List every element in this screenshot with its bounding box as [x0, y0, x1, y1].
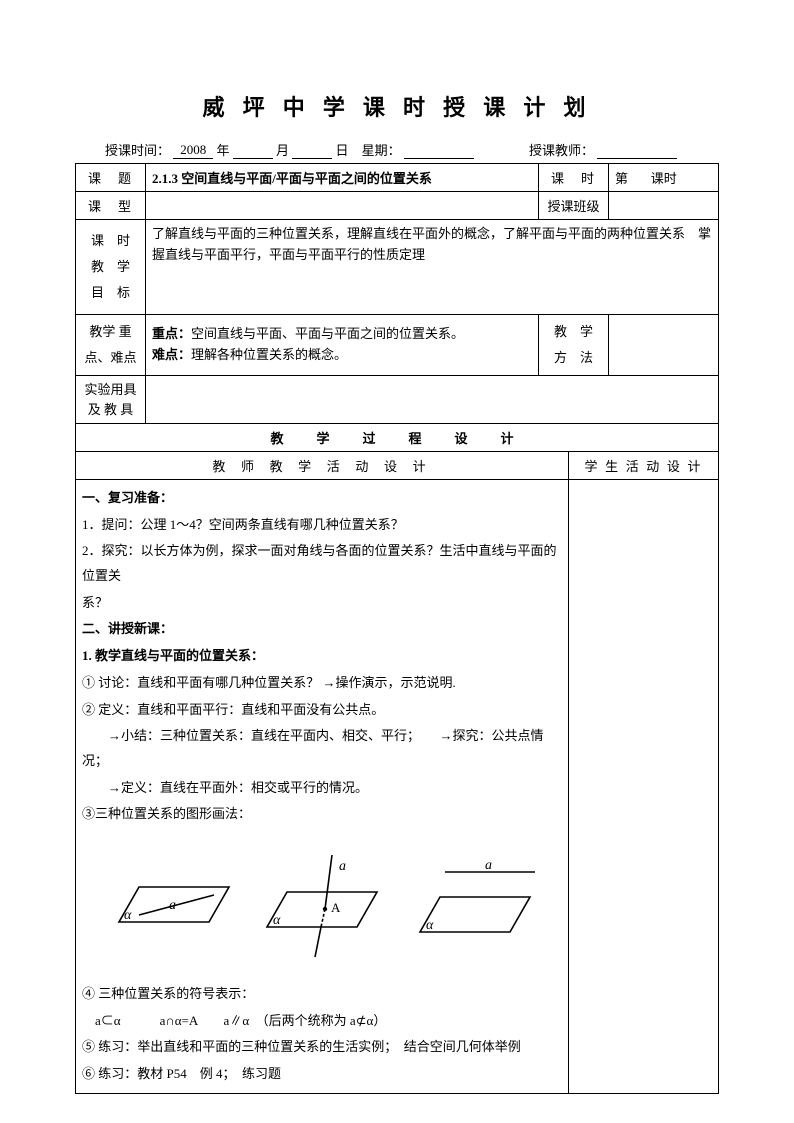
period-label: 课 时: [539, 164, 609, 192]
class-value: [609, 192, 719, 220]
year-suffix: 年: [217, 143, 230, 158]
month-blank: [233, 158, 273, 159]
diagram-line-intersect-plane: a A α: [247, 852, 397, 962]
row-keypoints: 教学 重 点、难点 重点：空间直线与平面、平面与平面之间的位置关系。 难点：理解…: [76, 315, 719, 376]
weekday-label: 星期：: [362, 143, 401, 158]
s2-l1: ① 讨论：直线和平面有哪几种位置关系？ →操作演示，示范说明.: [82, 671, 562, 696]
teacher-header: 教 师 教 学 活 动 设 计: [76, 452, 569, 480]
process-table: 教 师 教 学 活 动 设 计 学 生 活 动 设 计 一、复习准备： 1．提问…: [75, 452, 719, 1094]
keypoint-label: 教学 重 点、难点: [76, 315, 146, 376]
process-header: 教 学 过 程 设 计: [76, 424, 719, 452]
s2-title: 二、讲授新课：: [82, 617, 562, 642]
teacher-content: 一、复习准备： 1．提问：公理 1～4？空间两条直线有哪几种位置关系？ 2．探究…: [76, 480, 569, 1094]
day-suffix: 日: [336, 143, 349, 158]
svg-text:a: a: [339, 859, 346, 874]
s2-l3: →小结：三种位置关系：直线在平面内、相交、平行； →探究：公共点情况；: [82, 724, 562, 773]
meta-teacher: 授课教师：: [529, 140, 689, 159]
meta-line: 授课时间： 2008 年 月 日 星期： 授课教师：: [75, 140, 719, 159]
s2-l5: ③三种位置关系的图形画法：: [82, 802, 562, 827]
diff-bold: 难点：: [152, 347, 191, 362]
svg-text:a: a: [169, 898, 176, 913]
method-value: [609, 315, 719, 376]
goal-label-2: 教 学: [82, 254, 139, 280]
class-label: 授课班级: [539, 192, 609, 220]
tools-label: 实验用具 及 教 具: [76, 376, 146, 424]
month-suffix: 月: [276, 143, 289, 158]
tools-label-1: 实验用具: [82, 380, 139, 400]
topic-label: 课 题: [76, 164, 146, 192]
s1-l3: 系？: [82, 591, 562, 616]
teacher-label: 授课教师：: [529, 143, 594, 158]
row-process-header: 教 学 过 程 设 计: [76, 424, 719, 452]
row-goals: 课 时 教 学 目 标 了解直线与平面的三种位置关系，理解直线在平面外的概念，了…: [76, 220, 719, 315]
svg-text:α: α: [273, 913, 281, 928]
goal-label-3: 目 标: [82, 280, 139, 306]
keypoint-label-1: 教学 重: [82, 319, 139, 345]
row-type: 课 型 授课班级: [76, 192, 719, 220]
method-label-2: 方 法: [545, 345, 602, 371]
s2-l4: →定义：直线在平面外：相交或平行的情况。: [82, 776, 562, 801]
svg-text:α: α: [124, 908, 132, 923]
row-topic: 课 题 2.1.3 空间直线与平面/平面与平面之间的位置关系 课 时 第 课时: [76, 164, 719, 192]
row-sub-headers: 教 师 教 学 活 动 设 计 学 生 活 动 设 计: [76, 452, 719, 480]
method-label-1: 教 学: [545, 319, 602, 345]
type-value: [146, 192, 539, 220]
type-label: 课 型: [76, 192, 146, 220]
diagram-row: a α a A α a α: [82, 852, 562, 962]
s2-l8: ⑤ 练习：举出直线和平面的三种位置关系的生活实例； 结合空间几何体举例: [82, 1035, 562, 1060]
period-prefix: 第: [615, 171, 628, 186]
weekday-blank: [404, 158, 474, 159]
s1-l2: 2．探究：以长方体为例，探求一面对角线与各面的位置关系？生活中直线与平面的位置关: [82, 539, 562, 588]
key-bold: 重点：: [152, 326, 191, 341]
tools-value: [146, 376, 719, 424]
goal-label-1: 课 时: [82, 228, 139, 254]
goal-text: 了解直线与平面的三种位置关系，理解直线在平面外的概念，了解平面与平面的两种位置关…: [146, 220, 719, 315]
svg-text:α: α: [426, 918, 434, 933]
diagram-line-in-plane: a α: [94, 867, 244, 947]
year-value: 2008: [173, 142, 213, 159]
svg-text:a: a: [485, 862, 492, 873]
teacher-blank: [597, 158, 677, 159]
s2-l2: ② 定义：直线和平面平行：直线和平面没有公共点。: [82, 698, 562, 723]
keypoint-text: 重点：空间直线与平面、平面与平面之间的位置关系。 难点：理解各种位置关系的概念。: [146, 315, 539, 376]
page-title: 威 坪 中 学 课 时 授 课 计 划: [75, 90, 719, 122]
s1-title: 一、复习准备：: [82, 486, 562, 511]
row-tools: 实验用具 及 教 具: [76, 376, 719, 424]
day-blank: [292, 158, 332, 159]
method-label: 教 学 方 法: [539, 315, 609, 376]
s2-l7: a⊂α a∩α=A a∥α （后两个统称为 a⊄α）: [82, 1009, 562, 1034]
s2-l6: ④ 三种位置关系的符号表示：: [82, 982, 562, 1007]
student-header: 学 生 活 动 设 计: [569, 452, 719, 480]
s2-sub: 1. 教学直线与平面的位置关系：: [82, 644, 562, 669]
key-text: 空间直线与平面、平面与平面之间的位置关系。: [191, 326, 464, 341]
meta-time: 授课时间： 2008 年 月 日 星期：: [105, 140, 529, 159]
lesson-table: 课 题 2.1.3 空间直线与平面/平面与平面之间的位置关系 课 时 第 课时 …: [75, 163, 719, 452]
s1-l1: 1．提问：公理 1～4？空间两条直线有哪几种位置关系？: [82, 513, 562, 538]
period-value: 第 课时: [609, 164, 719, 192]
topic-value: 2.1.3 空间直线与平面/平面与平面之间的位置关系: [146, 164, 539, 192]
row-content: 一、复习准备： 1．提问：公理 1～4？空间两条直线有哪几种位置关系？ 2．探究…: [76, 480, 719, 1094]
keypoint-label-2: 点、难点: [82, 345, 139, 371]
s2-l9: ⑥ 练习：教材 P54 例 4； 练习题: [82, 1062, 562, 1087]
svg-text:A: A: [331, 900, 341, 915]
goal-label: 课 时 教 学 目 标: [76, 220, 146, 315]
diff-text: 理解各种位置关系的概念。: [191, 347, 347, 362]
time-label: 授课时间：: [105, 143, 170, 158]
period-suffix: 课时: [651, 171, 677, 186]
diagram-line-parallel-plane: a α: [400, 862, 550, 952]
tools-label-2: 及 教 具: [82, 400, 139, 420]
student-content: [569, 480, 719, 1094]
